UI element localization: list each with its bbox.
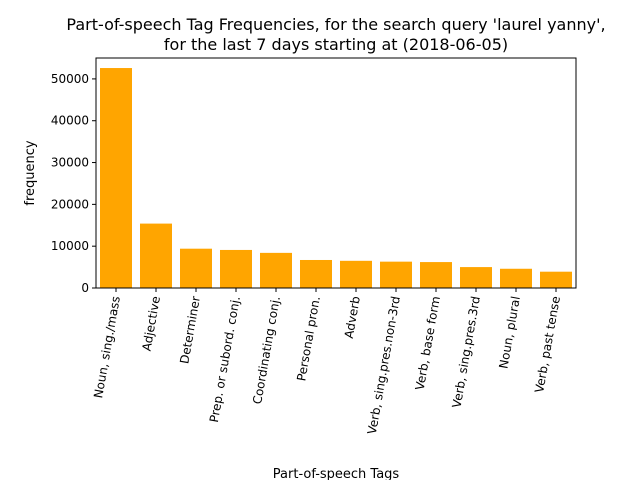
chart-title: Part-of-speech Tag Frequencies, for the … <box>66 15 605 34</box>
x-tick-label: Adverb <box>342 295 363 339</box>
x-tick-label: Noun, plural <box>496 295 523 370</box>
x-tick-label: Verb, sing.pres.3rd <box>450 295 483 409</box>
plot-frame <box>95 57 577 289</box>
y-tick-label: 40000 <box>51 114 89 128</box>
x-tick-label: Verb, sing.pres.non-3rd <box>365 295 403 435</box>
bar <box>380 261 412 288</box>
bar <box>420 262 452 288</box>
y-tick-label: 20000 <box>51 197 89 211</box>
x-axis-label: Part-of-speech Tags <box>273 467 400 480</box>
x-tick-label: Prep. or subord. conj. <box>207 295 243 423</box>
bar <box>340 260 372 288</box>
x-tick-label: Personal pron. <box>294 295 323 382</box>
chart-subtitle: for the last 7 days starting at (2018-06… <box>164 35 508 54</box>
bar <box>220 249 252 288</box>
x-tick-label: Adjective <box>140 295 163 352</box>
bar <box>300 259 332 288</box>
y-tick-label: 0 <box>81 281 89 295</box>
x-axis: Noun, sing./mass Adjective Determiner Prep.… <box>91 288 563 435</box>
bar <box>260 252 292 288</box>
bars-group <box>100 68 572 288</box>
y-tick-label: 50000 <box>51 72 89 86</box>
x-tick-label: Noun, sing./mass <box>91 295 123 399</box>
y-axis-label: frequency <box>23 140 38 206</box>
bar <box>100 68 132 288</box>
bar <box>140 223 172 288</box>
x-tick-label: Verb, past tense <box>532 295 563 394</box>
x-tick-label: Determiner <box>177 295 203 365</box>
x-tick-label: Verb, base form <box>413 295 443 391</box>
x-tick-label: Coordinating conj. <box>250 295 283 405</box>
bar <box>460 267 492 288</box>
bar <box>540 271 572 288</box>
y-tick-label: 30000 <box>51 156 89 170</box>
y-axis: 0 10000 20000 30000 40000 50000 <box>51 72 96 295</box>
bar <box>180 248 212 288</box>
y-tick-label: 10000 <box>51 239 89 253</box>
bar <box>500 268 532 288</box>
